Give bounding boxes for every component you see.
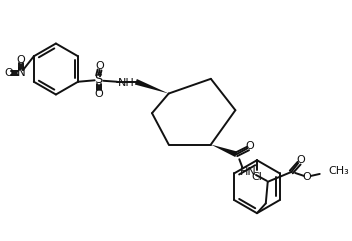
Text: O: O: [303, 172, 312, 182]
Text: O: O: [4, 68, 13, 78]
Polygon shape: [211, 145, 237, 157]
Polygon shape: [135, 79, 169, 94]
Text: Cl: Cl: [252, 172, 262, 182]
Text: O: O: [17, 55, 25, 65]
Text: HN: HN: [240, 167, 257, 177]
Text: O: O: [297, 155, 306, 165]
Text: CH₃: CH₃: [328, 166, 349, 176]
Text: O: O: [95, 61, 104, 71]
Text: NH: NH: [118, 78, 134, 88]
Text: N: N: [17, 67, 25, 80]
Text: O: O: [94, 88, 103, 99]
Text: O: O: [246, 141, 254, 152]
Text: S: S: [94, 73, 103, 86]
